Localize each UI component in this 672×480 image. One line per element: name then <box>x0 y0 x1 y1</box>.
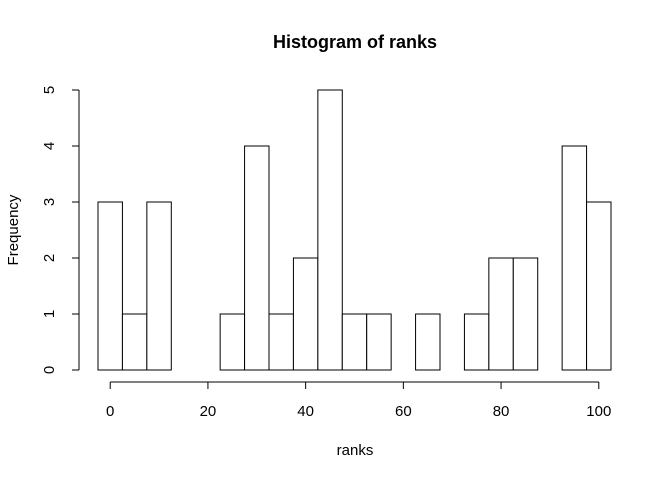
histogram-bar <box>244 145 270 371</box>
y-axis-label: Frequency <box>5 194 22 265</box>
chart-title: Histogram of ranks <box>273 32 437 52</box>
y-tick-label: 1 <box>41 310 58 318</box>
histogram-bar <box>463 313 490 371</box>
histogram-bar <box>219 313 246 371</box>
histogram-bar <box>317 89 343 371</box>
x-tick-label: 0 <box>106 403 114 420</box>
x-tick-label: 80 <box>493 403 510 420</box>
histogram-bar <box>268 313 294 371</box>
y-tick-label: 3 <box>41 198 58 206</box>
x-tick-label: 20 <box>200 403 217 420</box>
x-axis: 0 20 40 60 80 100 <box>106 381 611 420</box>
histogram-bar <box>488 257 514 371</box>
histogram-bar <box>292 257 319 371</box>
histogram-bar <box>366 313 392 371</box>
y-tick-label: 2 <box>41 254 58 262</box>
histogram-bar <box>121 313 148 371</box>
y-tick-label: 4 <box>41 142 58 150</box>
x-tick-label: 100 <box>586 403 611 420</box>
histogram-bar <box>146 201 172 371</box>
x-tick-label: 60 <box>395 403 412 420</box>
x-axis-label: ranks <box>337 442 374 459</box>
y-tick-label: 5 <box>41 86 58 94</box>
histogram-bar <box>341 313 368 371</box>
y-axis: 0 1 2 3 4 5 <box>41 86 80 374</box>
histogram-bar <box>561 145 588 371</box>
histogram-bar <box>512 257 539 371</box>
histogram-bar <box>415 313 441 371</box>
bars-group <box>97 89 612 371</box>
y-tick-label: 0 <box>41 366 58 374</box>
x-tick-label: 40 <box>297 403 314 420</box>
histogram-bar <box>586 201 612 371</box>
histogram-bar <box>97 201 123 371</box>
